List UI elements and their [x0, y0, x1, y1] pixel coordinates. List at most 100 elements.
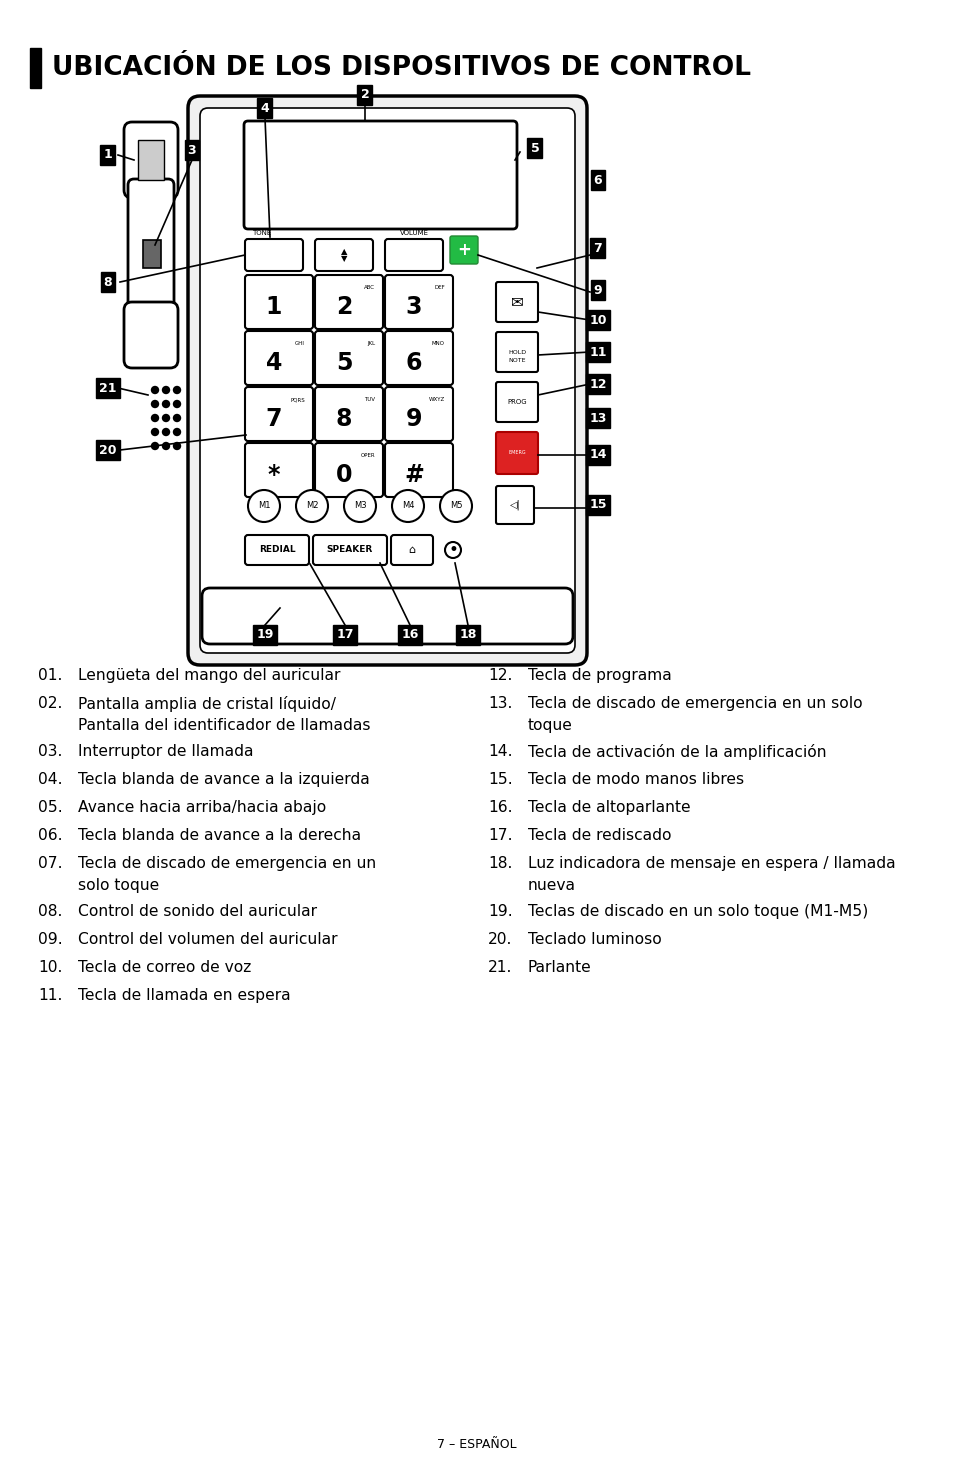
Text: 10: 10: [589, 314, 606, 326]
Text: 4: 4: [260, 102, 269, 115]
Text: 5: 5: [530, 142, 538, 155]
FancyBboxPatch shape: [450, 236, 477, 264]
Text: 06.: 06.: [38, 827, 63, 844]
Text: Tecla de discado de emergencia en un solo: Tecla de discado de emergencia en un sol…: [527, 696, 862, 711]
FancyBboxPatch shape: [124, 302, 178, 367]
Circle shape: [173, 401, 180, 407]
Circle shape: [152, 442, 158, 450]
Text: M5: M5: [449, 502, 462, 510]
Circle shape: [152, 401, 158, 407]
Text: 18.: 18.: [488, 855, 512, 872]
FancyBboxPatch shape: [314, 330, 382, 385]
Text: Tecla blanda de avance a la izquierda: Tecla blanda de avance a la izquierda: [78, 771, 370, 788]
Text: 7: 7: [593, 242, 601, 255]
Circle shape: [162, 386, 170, 394]
FancyBboxPatch shape: [314, 386, 382, 441]
Text: 10.: 10.: [38, 960, 62, 975]
Circle shape: [162, 401, 170, 407]
Text: 17.: 17.: [488, 827, 512, 844]
Text: 1: 1: [266, 295, 282, 319]
Circle shape: [173, 386, 180, 394]
Text: 9: 9: [593, 283, 601, 296]
FancyBboxPatch shape: [124, 122, 178, 198]
Text: 0: 0: [335, 463, 352, 487]
FancyBboxPatch shape: [385, 442, 453, 497]
Text: 3: 3: [405, 295, 422, 319]
Text: +: +: [456, 240, 471, 260]
Text: 11: 11: [589, 345, 606, 358]
Text: 2: 2: [360, 88, 369, 102]
Text: M2: M2: [305, 502, 318, 510]
Text: M3: M3: [354, 502, 366, 510]
Text: TONE: TONE: [252, 230, 271, 236]
Text: M1: M1: [257, 502, 270, 510]
Text: 8: 8: [104, 276, 112, 289]
Text: toque: toque: [527, 718, 572, 733]
Text: UBICACIÓN DE LOS DISPOSITIVOS DE CONTROL: UBICACIÓN DE LOS DISPOSITIVOS DE CONTROL: [52, 55, 750, 81]
FancyBboxPatch shape: [314, 274, 382, 329]
Circle shape: [162, 442, 170, 450]
FancyBboxPatch shape: [385, 386, 453, 441]
Text: 2: 2: [335, 295, 352, 319]
Text: solo toque: solo toque: [78, 878, 159, 892]
Bar: [143, 240, 161, 268]
Text: ✉: ✉: [510, 295, 523, 310]
Text: Tecla de programa: Tecla de programa: [527, 668, 671, 683]
Text: Tecla de modo manos libres: Tecla de modo manos libres: [527, 771, 743, 788]
Text: 1: 1: [104, 149, 112, 161]
Text: EMERG: EMERG: [508, 450, 525, 456]
Text: MNO: MNO: [432, 341, 444, 347]
Text: 12.: 12.: [488, 668, 512, 683]
Text: 18: 18: [458, 628, 476, 642]
Text: 08.: 08.: [38, 904, 62, 919]
FancyBboxPatch shape: [385, 274, 453, 329]
FancyBboxPatch shape: [314, 442, 382, 497]
Text: nueva: nueva: [527, 878, 576, 892]
FancyBboxPatch shape: [313, 535, 387, 565]
Text: 03.: 03.: [38, 743, 62, 760]
Text: Luz indicadora de mensaje en espera / llamada: Luz indicadora de mensaje en espera / ll…: [527, 855, 895, 872]
Circle shape: [344, 490, 375, 522]
Text: 04.: 04.: [38, 771, 63, 788]
Text: •: •: [448, 541, 457, 559]
Circle shape: [173, 414, 180, 422]
Circle shape: [295, 490, 328, 522]
Text: 5: 5: [335, 351, 352, 375]
Text: ⌂: ⌂: [408, 544, 416, 555]
FancyBboxPatch shape: [314, 239, 373, 271]
Text: 01.: 01.: [38, 668, 62, 683]
Bar: [138, 140, 164, 180]
Text: 16: 16: [401, 628, 418, 642]
Text: PQRS: PQRS: [290, 397, 305, 403]
Text: #: #: [404, 463, 423, 487]
Text: 14.: 14.: [488, 743, 512, 760]
Text: JKL: JKL: [367, 341, 375, 347]
Text: *: *: [268, 463, 280, 487]
Text: 20: 20: [99, 444, 116, 456]
Text: 8: 8: [335, 407, 352, 431]
Circle shape: [162, 414, 170, 422]
Text: OPER: OPER: [360, 453, 375, 459]
FancyBboxPatch shape: [245, 386, 313, 441]
Text: 15: 15: [589, 499, 606, 512]
Text: 6: 6: [593, 174, 601, 186]
FancyBboxPatch shape: [128, 178, 173, 322]
Text: Tecla de llamada en espera: Tecla de llamada en espera: [78, 988, 291, 1003]
Text: NOTE: NOTE: [508, 357, 525, 363]
Text: Tecla de correo de voz: Tecla de correo de voz: [78, 960, 251, 975]
FancyBboxPatch shape: [245, 535, 309, 565]
Text: VOLUME: VOLUME: [399, 230, 429, 236]
FancyBboxPatch shape: [245, 330, 313, 385]
FancyBboxPatch shape: [245, 239, 303, 271]
FancyBboxPatch shape: [385, 330, 453, 385]
Text: Lengüeta del mango del auricular: Lengüeta del mango del auricular: [78, 668, 340, 683]
Text: DEF: DEF: [434, 285, 444, 291]
Text: Tecla de rediscado: Tecla de rediscado: [527, 827, 671, 844]
Text: 6: 6: [405, 351, 422, 375]
Circle shape: [439, 490, 472, 522]
Text: 7 – ESPAÑOL: 7 – ESPAÑOL: [436, 1438, 517, 1451]
Circle shape: [152, 414, 158, 422]
Text: Control del volumen del auricular: Control del volumen del auricular: [78, 932, 337, 947]
Circle shape: [392, 490, 423, 522]
FancyBboxPatch shape: [391, 535, 433, 565]
